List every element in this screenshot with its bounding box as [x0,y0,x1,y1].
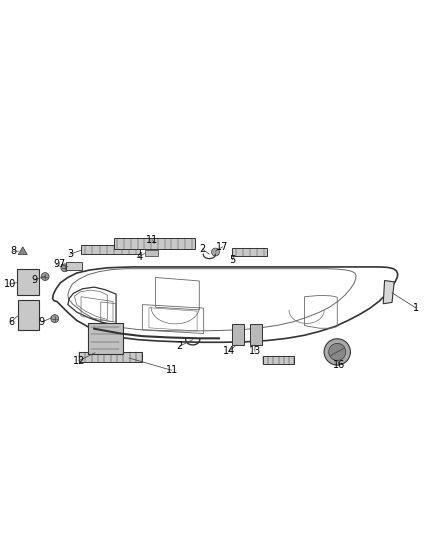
Circle shape [92,341,101,350]
FancyBboxPatch shape [18,302,38,329]
Polygon shape [383,280,394,304]
Polygon shape [81,245,140,254]
Polygon shape [232,248,267,255]
Text: 12: 12 [73,356,85,366]
Text: 1: 1 [413,303,419,313]
Text: 5: 5 [229,255,235,265]
Circle shape [92,328,101,336]
Polygon shape [263,356,294,364]
FancyBboxPatch shape [251,326,261,344]
Text: 11: 11 [166,365,178,375]
Text: 3: 3 [67,249,73,259]
Circle shape [328,343,346,360]
FancyBboxPatch shape [18,270,39,294]
Polygon shape [114,238,195,249]
Text: 9: 9 [53,260,59,269]
Polygon shape [250,324,262,345]
Text: 7: 7 [58,260,64,269]
Text: 8: 8 [10,246,16,256]
Circle shape [324,339,350,365]
Text: 10: 10 [4,279,16,289]
FancyBboxPatch shape [233,326,243,344]
Text: 9: 9 [39,317,45,327]
Circle shape [212,248,219,256]
Text: 2: 2 [177,341,183,351]
Text: 16: 16 [333,360,346,370]
Polygon shape [18,300,39,330]
Polygon shape [79,352,142,361]
Polygon shape [17,269,39,295]
Text: 14: 14 [223,346,235,357]
Polygon shape [232,324,244,345]
Polygon shape [88,322,123,354]
Text: 9: 9 [31,275,37,285]
Text: 6: 6 [8,317,14,327]
Circle shape [41,273,49,280]
Polygon shape [145,250,158,256]
Circle shape [109,328,117,336]
Text: 13: 13 [249,346,261,357]
Text: 17: 17 [216,242,229,252]
FancyBboxPatch shape [89,324,121,353]
Text: 4: 4 [136,252,142,262]
Text: 11: 11 [146,235,159,245]
Circle shape [109,341,117,350]
Polygon shape [66,262,82,270]
Circle shape [51,314,59,322]
Circle shape [61,264,69,272]
Text: 2: 2 [199,244,205,254]
